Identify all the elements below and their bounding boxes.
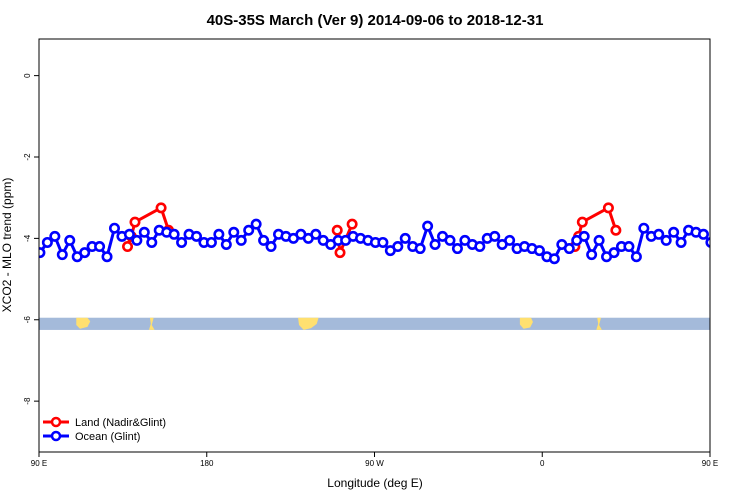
legend-ocean-label: Ocean (Glint): [75, 431, 140, 443]
land-point: [602, 202, 614, 214]
ocean-point: [49, 230, 61, 242]
x-tick-label: 180: [200, 459, 214, 468]
ocean-band: [39, 317, 710, 330]
ocean-point: [414, 243, 426, 255]
ocean-point: [220, 238, 232, 250]
ocean-point: [392, 241, 404, 253]
x-tick-label: 90 W: [365, 459, 384, 468]
ocean-point: [235, 234, 247, 246]
ocean-point: [108, 222, 120, 234]
ocean-point: [168, 228, 180, 240]
ocean-point: [578, 230, 590, 242]
x-axis-label: Longitude (deg E): [327, 476, 422, 490]
ocean-point: [593, 234, 605, 246]
legend-land-marker: [50, 416, 62, 428]
ocean-point: [422, 220, 434, 232]
land-point: [334, 247, 346, 259]
legend-ocean-marker: [50, 430, 62, 442]
ocean-point: [131, 234, 143, 246]
ocean-point: [205, 236, 217, 248]
ocean-point: [101, 251, 113, 263]
ocean-point: [533, 245, 545, 257]
ocean-point: [250, 218, 262, 230]
plot-frame: [38, 38, 711, 453]
ocean-point: [377, 236, 389, 248]
land-point: [155, 202, 167, 214]
series-group: [39, 202, 710, 265]
land-point: [129, 216, 141, 228]
y-tick-label: -4: [23, 234, 32, 242]
ocean-point: [176, 236, 188, 248]
ocean-point: [630, 251, 642, 263]
y-tick-label: -8: [23, 397, 32, 405]
ocean-point: [444, 234, 456, 246]
ocean-point: [191, 230, 203, 242]
ocean-point: [489, 230, 501, 242]
chart-title: 40S-35S March (Ver 9) 2014-09-06 to 2018…: [207, 12, 544, 29]
land-point: [610, 224, 622, 236]
x-axis: 90 E 180 90 W 0 90 E: [31, 452, 718, 468]
y-axis-label: XCO2 - MLO trend (ppm): [0, 178, 14, 313]
ocean-point: [563, 243, 575, 255]
ocean-point: [146, 236, 158, 248]
land-patch: [148, 317, 155, 330]
ocean-point: [41, 236, 53, 248]
ocean-point: [623, 241, 635, 253]
land-patch: [298, 317, 319, 330]
y-tick-label: -2: [23, 153, 32, 161]
ocean-point: [123, 228, 135, 240]
y-axis: 0 -2 -4 -6 -8: [23, 73, 39, 405]
ocean-point: [675, 236, 687, 248]
land-patch: [76, 317, 91, 329]
ocean-point: [705, 237, 710, 248]
ocean-point: [310, 228, 322, 240]
land-point: [576, 216, 588, 228]
ocean-point: [213, 228, 225, 240]
x-tick-label: 90 E: [31, 459, 47, 468]
land-patch: [596, 317, 602, 330]
y-tick-label: -6: [23, 316, 32, 324]
ocean-point: [243, 224, 255, 236]
legend-land-label: Land (Nadir&Glint): [75, 417, 166, 429]
ocean-point: [94, 241, 106, 253]
y-tick-label: 0: [23, 73, 32, 78]
land-point: [122, 241, 134, 253]
ocean-point: [638, 222, 650, 234]
land-patch: [519, 317, 533, 329]
ocean-point: [451, 243, 463, 255]
land-point: [331, 224, 343, 236]
ocean-point: [265, 241, 277, 253]
series-layer: [39, 202, 710, 265]
x-tick-label: 0: [540, 459, 545, 468]
land-point: [346, 218, 358, 230]
ocean-point: [258, 234, 270, 246]
ocean-point: [668, 226, 680, 238]
ocean-point: [474, 241, 486, 253]
ocean-point: [56, 249, 68, 261]
ocean-point: [608, 247, 620, 259]
ocean-point: [697, 228, 709, 240]
ocean-point: [660, 234, 672, 246]
legend: Land (Nadir&Glint) Ocean (Glint): [43, 416, 166, 443]
background-band-layer: [39, 317, 710, 330]
ocean-point: [399, 232, 411, 244]
x-tick-label: 90 E: [702, 459, 718, 468]
ocean-point: [429, 238, 441, 250]
ocean-point: [64, 234, 76, 246]
ocean-point: [653, 228, 665, 240]
ocean-point: [79, 247, 91, 259]
ocean-point: [548, 253, 560, 265]
ocean-point: [586, 249, 598, 261]
ocean-point: [504, 234, 516, 246]
ocean-point: [39, 247, 46, 259]
ocean-point: [228, 226, 240, 238]
ocean-point: [138, 226, 150, 238]
